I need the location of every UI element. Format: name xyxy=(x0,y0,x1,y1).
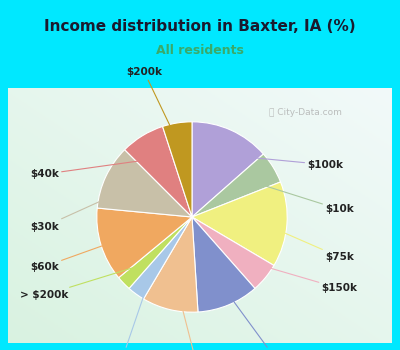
Text: > $200k: > $200k xyxy=(20,266,140,300)
Text: All residents: All residents xyxy=(156,44,244,57)
Text: Income distribution in Baxter, IA (%): Income distribution in Baxter, IA (%) xyxy=(44,19,356,34)
Text: $100k: $100k xyxy=(223,155,343,170)
Wedge shape xyxy=(192,182,287,265)
Wedge shape xyxy=(129,217,192,299)
Wedge shape xyxy=(192,217,255,312)
Wedge shape xyxy=(192,122,264,217)
Text: $75k: $75k xyxy=(263,224,354,262)
Text: $150k: $150k xyxy=(248,261,358,293)
Text: $50k: $50k xyxy=(109,275,151,350)
Wedge shape xyxy=(97,150,192,217)
Text: $200k: $200k xyxy=(126,67,180,147)
Wedge shape xyxy=(144,217,198,312)
Wedge shape xyxy=(192,154,280,217)
Wedge shape xyxy=(192,217,274,288)
Wedge shape xyxy=(162,122,192,217)
Text: $10k: $10k xyxy=(253,182,354,215)
Wedge shape xyxy=(119,217,192,288)
Wedge shape xyxy=(97,208,192,278)
Text: $30k: $30k xyxy=(30,189,128,231)
Text: ⓘ City-Data.com: ⓘ City-Data.com xyxy=(269,108,342,117)
Wedge shape xyxy=(125,126,192,217)
Text: $20k: $20k xyxy=(177,286,211,350)
Text: $60k: $60k xyxy=(30,238,124,272)
Text: $40k: $40k xyxy=(30,159,154,179)
Text: $125k: $125k xyxy=(220,282,291,350)
